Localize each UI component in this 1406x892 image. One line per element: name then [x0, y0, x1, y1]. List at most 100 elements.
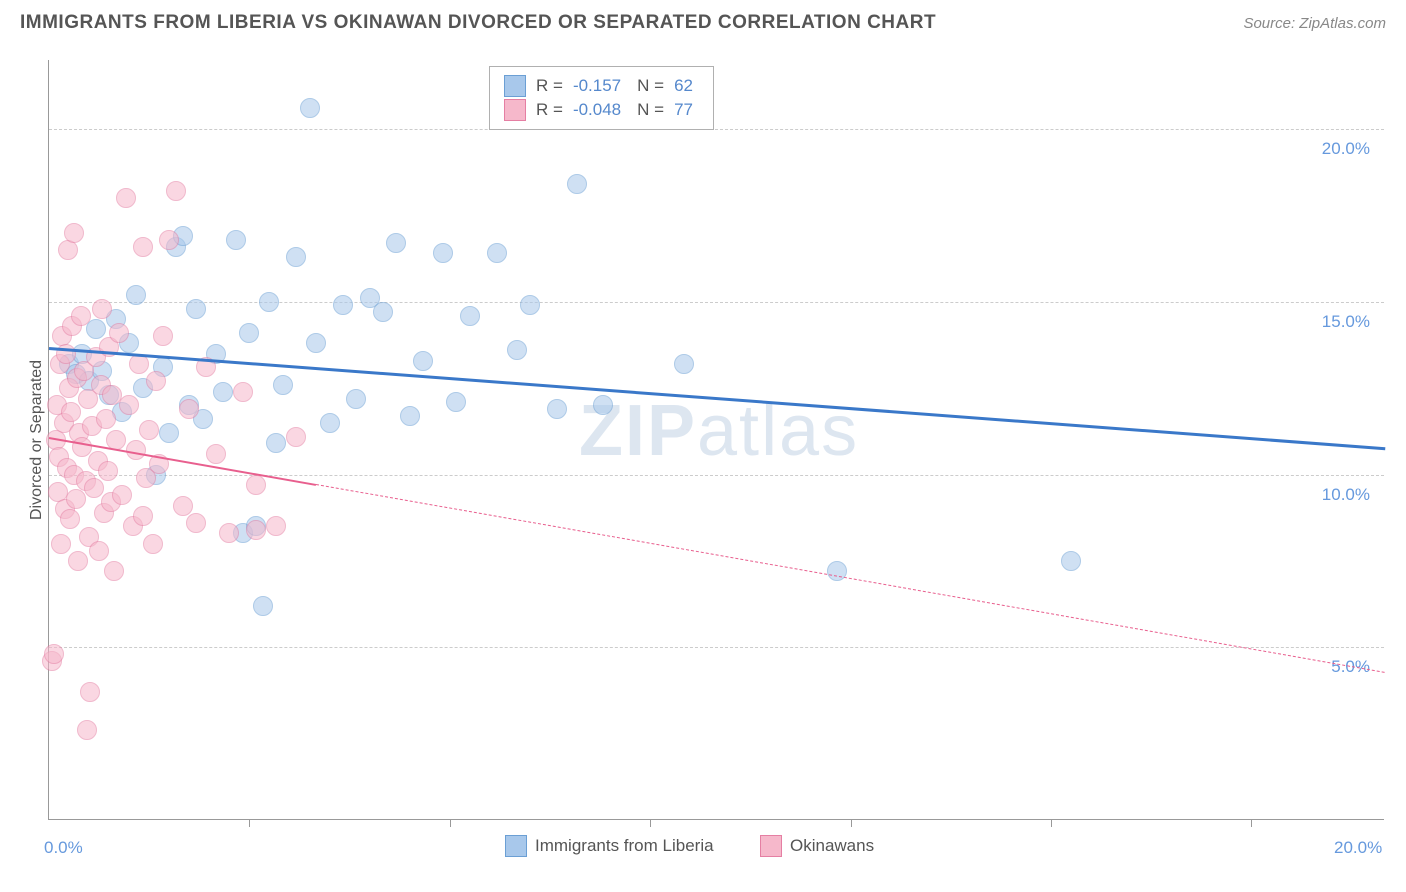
scatter-point — [133, 237, 153, 257]
scatter-point — [64, 223, 84, 243]
scatter-point — [346, 389, 366, 409]
x-min-label: 0.0% — [44, 838, 83, 858]
scatter-point — [487, 243, 507, 263]
legend-item: Okinawans — [760, 835, 874, 857]
scatter-point — [547, 399, 567, 419]
scatter-point — [259, 292, 279, 312]
r-label: R = — [536, 76, 563, 96]
scatter-point — [143, 534, 163, 554]
n-value: 62 — [674, 76, 693, 96]
scatter-point — [186, 299, 206, 319]
scatter-point — [320, 413, 340, 433]
x-tick — [1251, 819, 1252, 827]
scatter-point — [460, 306, 480, 326]
y-axis-title: Divorced or Separated — [28, 360, 46, 520]
gridline — [49, 302, 1384, 303]
scatter-point — [116, 188, 136, 208]
scatter-point — [273, 375, 293, 395]
scatter-point — [206, 444, 226, 464]
x-tick — [650, 819, 651, 827]
scatter-point — [567, 174, 587, 194]
watermark: ZIPatlas — [579, 390, 859, 472]
scatter-point — [68, 551, 88, 571]
chart-title: IMMIGRANTS FROM LIBERIA VS OKINAWAN DIVO… — [20, 12, 936, 34]
scatter-point — [159, 230, 179, 250]
r-value: -0.048 — [573, 100, 621, 120]
scatter-point — [66, 489, 86, 509]
gridline — [49, 129, 1384, 130]
scatter-point — [61, 402, 81, 422]
scatter-point — [104, 561, 124, 581]
n-label: N = — [637, 100, 664, 120]
x-tick — [450, 819, 451, 827]
scatter-point — [133, 506, 153, 526]
legend-item: Immigrants from Liberia — [505, 835, 714, 857]
scatter-point — [520, 295, 540, 315]
scatter-point — [126, 285, 146, 305]
scatter-point — [92, 299, 112, 319]
scatter-point — [253, 596, 273, 616]
scatter-point — [84, 478, 104, 498]
scatter-point — [446, 392, 466, 412]
scatter-point — [333, 295, 353, 315]
x-tick — [851, 819, 852, 827]
series-swatch — [504, 99, 526, 121]
x-tick — [249, 819, 250, 827]
gridline — [49, 647, 1384, 648]
scatter-point — [433, 243, 453, 263]
header: IMMIGRANTS FROM LIBERIA VS OKINAWAN DIVO… — [0, 0, 1406, 42]
correlation-stats-box: R = -0.157 N = 62 R = -0.048 N = 77 — [489, 66, 714, 130]
scatter-point — [166, 181, 186, 201]
scatter-point — [674, 354, 694, 374]
scatter-point — [51, 534, 71, 554]
legend-label: Okinawans — [790, 836, 874, 856]
series-swatch — [504, 75, 526, 97]
scatter-point — [507, 340, 527, 360]
scatter-point — [386, 233, 406, 253]
scatter-point — [373, 302, 393, 322]
scatter-point — [146, 371, 166, 391]
scatter-chart: ZIPatlas 5.0%10.0%15.0%20.0%R =-0.157N =… — [48, 60, 1384, 820]
scatter-point — [246, 475, 266, 495]
scatter-point — [153, 326, 173, 346]
n-label: N = — [637, 76, 664, 96]
legend-swatch — [760, 835, 782, 857]
r-label: R = — [536, 100, 563, 120]
scatter-point — [186, 513, 206, 533]
y-tick-label: 5.0% — [1331, 657, 1370, 677]
scatter-point — [266, 516, 286, 536]
scatter-point — [119, 395, 139, 415]
scatter-point — [179, 399, 199, 419]
scatter-point — [226, 230, 246, 250]
scatter-point — [219, 523, 239, 543]
scatter-point — [96, 409, 116, 429]
scatter-point — [400, 406, 420, 426]
scatter-point — [593, 395, 613, 415]
scatter-point — [60, 509, 80, 529]
scatter-point — [266, 433, 286, 453]
stats-row: R = -0.048 N = 77 — [504, 99, 699, 121]
scatter-point — [173, 496, 193, 516]
scatter-point — [213, 382, 233, 402]
n-value: 77 — [674, 100, 693, 120]
scatter-point — [159, 423, 179, 443]
scatter-point — [246, 520, 266, 540]
r-value: -0.157 — [573, 76, 621, 96]
scatter-point — [139, 420, 159, 440]
x-tick — [1051, 819, 1052, 827]
scatter-point — [239, 323, 259, 343]
scatter-point — [58, 240, 78, 260]
source-attribution: Source: ZipAtlas.com — [1243, 15, 1386, 32]
legend-swatch — [505, 835, 527, 857]
scatter-point — [44, 644, 64, 664]
x-max-label: 20.0% — [1334, 838, 1382, 858]
scatter-point — [286, 247, 306, 267]
scatter-point — [56, 344, 76, 364]
scatter-point — [300, 98, 320, 118]
scatter-point — [89, 541, 109, 561]
scatter-point — [233, 382, 253, 402]
scatter-point — [112, 485, 132, 505]
scatter-point — [98, 461, 118, 481]
scatter-point — [306, 333, 326, 353]
scatter-point — [109, 323, 129, 343]
